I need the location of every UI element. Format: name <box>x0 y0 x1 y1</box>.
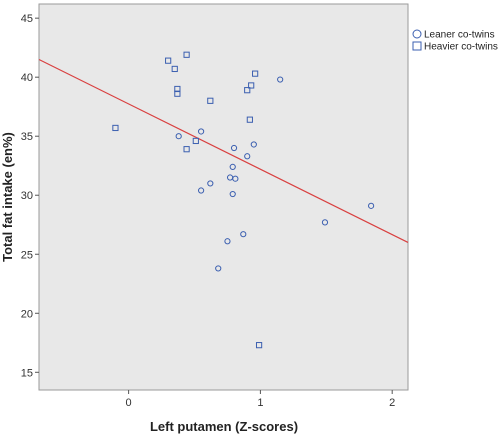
x-tick-label: 1 <box>257 397 263 409</box>
leaner-point <box>197 187 205 194</box>
y-tick-label: 25 <box>21 249 33 261</box>
fit-line <box>38 58 409 243</box>
y-axis-title: Total fat intake (en%) <box>0 132 15 262</box>
heavier-point <box>174 90 181 97</box>
heavier-point <box>183 146 190 153</box>
leaner-point <box>368 202 375 209</box>
legend-label: Leaner co-twins <box>424 30 495 41</box>
y-tick-label: 20 <box>21 308 33 320</box>
x-tick-label: 2 <box>389 397 395 409</box>
y-tick-label: 30 <box>21 190 33 202</box>
x-tick-label: 0 <box>126 397 132 409</box>
y-tick-label: 45 <box>21 13 33 25</box>
heavier-point <box>207 97 214 104</box>
leaner-point <box>224 238 231 245</box>
heavier-point <box>183 51 190 58</box>
leaner-point <box>230 144 238 152</box>
heavier-point <box>112 124 119 132</box>
heavier-point <box>171 65 178 73</box>
heavier-point <box>248 82 255 89</box>
leaner-point <box>175 133 182 140</box>
x-axis-title: Left putamen (Z-scores) <box>150 419 298 434</box>
leaner-point <box>207 180 214 187</box>
leaner-point <box>197 128 205 135</box>
y-tick-label: 35 <box>21 131 33 143</box>
y-tick-label: 15 <box>21 367 33 379</box>
leaner-point <box>229 163 236 170</box>
data-points <box>112 51 375 349</box>
axis-ticks: 0 1 2 15 20 25 30 35 40 45 <box>21 13 395 409</box>
heavier-point <box>244 87 251 94</box>
heavier-point <box>165 57 172 64</box>
leaner-point <box>240 231 247 238</box>
legend-label: Heavier co-twins <box>424 42 498 53</box>
leaner-point <box>321 219 329 226</box>
leaner-point <box>215 265 222 272</box>
y-tick-label: 40 <box>21 72 33 84</box>
heavier-point <box>246 116 253 123</box>
leaner-point <box>229 190 236 198</box>
legend-square-icon <box>412 41 422 51</box>
heavier-point <box>255 342 263 349</box>
leaner-point <box>244 153 251 160</box>
plot-area <box>38 3 409 391</box>
leaner-point <box>277 76 284 83</box>
heavier-point <box>192 137 199 145</box>
leaner-point <box>232 175 239 182</box>
legend-circle-icon <box>412 29 422 39</box>
heavier-point <box>252 70 259 77</box>
fit-line-layer <box>38 58 409 243</box>
leaner-point <box>250 141 257 148</box>
